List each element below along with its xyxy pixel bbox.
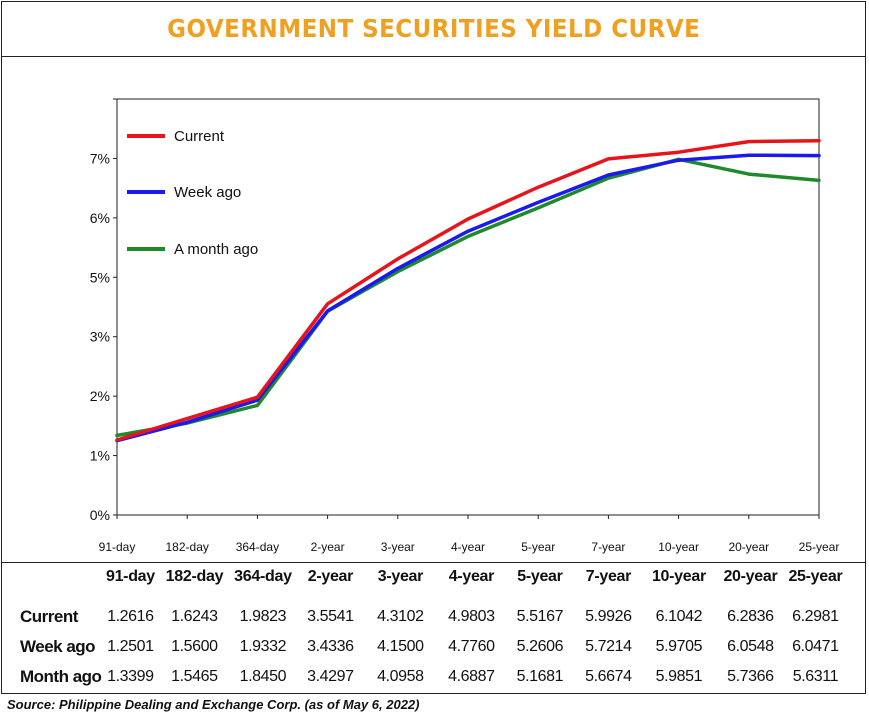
table-cell: 1.8450 [239,668,287,685]
table-column-header: 20-year [723,568,778,585]
plot-area [116,98,820,516]
table-cell: 3.4336 [307,638,354,655]
table-cell: 1.9332 [239,638,287,655]
y-tick-label: 5% [90,269,110,285]
table-column-header: 25-year [788,568,843,585]
table-column-header: 4-year [448,568,495,585]
legend: Current Week ago A month ago [127,128,258,258]
table-cell: 1.9823 [239,608,287,625]
table-cell: 5.7214 [585,638,632,655]
table-cell: 5.6311 [792,668,839,685]
table-row: Current 1.2616 1.6243 1.9823 3.5541 4.3102 4.9… [2,592,844,632]
series-line-a-month-ago [115,157,821,438]
series-lines [115,138,821,443]
title-bar: GOVERNMENT SECURITIES YIELD CURVE [1,1,866,57]
table-cell: 6.1042 [655,608,703,625]
table-row-label: Week ago [20,637,96,656]
table-cell: 1.3399 [107,668,154,685]
yield-curve-chart: 0% 1% 2% 3% 5% 6% 7% 91-day 182-day 364-day 2-yea… [90,98,840,554]
table-column-header: 364-day [234,568,292,585]
source-note: Source: Philippine Dealing and Exchange … [7,697,420,712]
yield-table: 91-day 182-day 364-day 2-year 3-year 4-year 5-… [2,562,844,692]
x-tick-label: 91-day [99,540,136,554]
table-cell: 5.9851 [655,668,703,685]
table-cell: 5.9926 [585,608,632,625]
table-header-row: 91-day 182-day 364-day 2-year 3-year 4-year 5-… [2,562,844,592]
table-corner [2,562,101,592]
x-tick-label: 7-year [591,540,625,554]
table-cell: 1.5600 [171,638,218,655]
x-tick-label: 10-year [658,540,699,554]
table-cell: 5.5167 [516,608,564,625]
x-tick-label: 20-year [728,540,769,554]
y-tick-label: 1% [90,448,110,464]
chart-title: GOVERNMENT SECURITIES YIELD CURVE [166,14,701,43]
table-column-header: 2-year [307,568,354,585]
table-cell: 5.2606 [516,638,564,655]
table-cell: 4.1500 [377,638,424,655]
table-cell: 4.6887 [448,668,495,685]
table-separator [1,562,866,563]
table-cell: 5.6674 [585,668,632,685]
table-cell: 4.3102 [377,608,424,625]
legend-label-week-ago: Week ago [174,184,241,201]
x-tick-label: 182-day [166,540,209,554]
table-body: Current 1.2616 1.6243 1.9823 3.5541 4.3102 4.9… [2,592,844,692]
table-cell: 4.7760 [448,638,495,655]
x-axis-labels: 91-day 182-day 364-day 2-year 3-year 4-year 5-… [99,540,840,554]
legend-label-a-month-ago: A month ago [174,241,258,258]
table-cell: 3.4297 [307,668,354,685]
y-axis-labels: 0% 1% 2% 3% 5% 6% 7% [90,150,110,523]
y-tick-label: 2% [90,388,110,404]
table-cell: 4.9803 [448,608,495,625]
table-cell: 4.0958 [377,668,424,685]
table-cell: 5.1681 [516,668,564,685]
table-column-header: 182-day [165,568,224,585]
table-column-header: 7-year [585,568,632,585]
y-tick-label: 0% [90,507,110,523]
table-cell: 3.5541 [307,608,354,625]
table-column-header: 10-year [651,568,706,585]
y-tick-label: 7% [90,150,110,166]
chart-frame [1,1,866,694]
table-cell: 5.9705 [655,638,703,655]
table-column-header: 5-year [517,568,563,585]
table-cell: 6.2836 [727,608,774,625]
table-cell: 6.0548 [727,638,774,655]
y-tick-label: 6% [90,210,110,226]
x-tick-label: 3-year [381,540,415,554]
table-column-header: 91-day [105,568,155,585]
table-cell: 1.2501 [107,638,154,655]
table-column-header: 3-year [377,568,424,585]
table-cell: 1.2616 [107,608,154,625]
x-tick-label: 364-day [236,540,279,554]
axes [113,98,820,519]
legend-label-current: Current [174,128,225,145]
table-row-label: Month ago [20,667,102,686]
table-cell: 1.6243 [171,608,218,625]
table-cell: 1.5465 [171,668,218,685]
table-row-label: Current [20,607,78,626]
x-tick-label: 25-year [799,540,840,554]
table-cell: 6.0471 [792,638,839,655]
series-line-current [115,138,821,442]
x-tick-label: 5-year [521,540,555,554]
y-tick-label: 3% [90,329,110,345]
x-tick-label: 4-year [451,540,485,554]
table-row: Month ago 1.3399 1.5465 1.8450 3.4297 4.0958 4… [2,662,844,692]
x-tick-label: 2-year [311,540,345,554]
table-cell: 6.2981 [792,608,839,625]
table-row: Week ago 1.2501 1.5600 1.9332 3.4336 4.1500 4.… [2,632,844,662]
table-cell: 5.7366 [727,668,774,685]
series-line-week-ago [115,153,821,443]
